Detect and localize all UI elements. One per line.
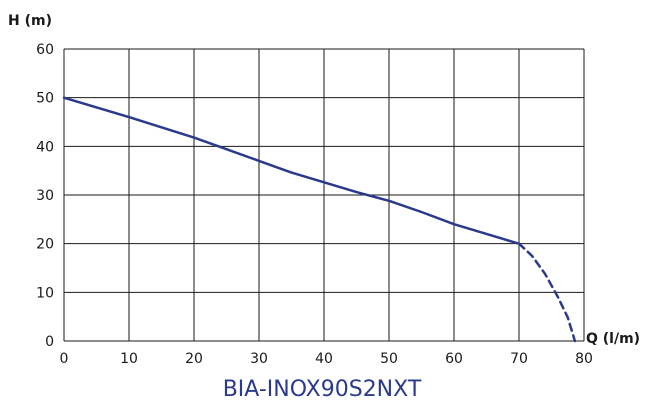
y-axis-title: H (m) bbox=[8, 13, 52, 29]
y-tick-label: 20 bbox=[36, 237, 54, 253]
y-tick-label: 50 bbox=[36, 91, 54, 107]
x-tick-label: 10 bbox=[120, 351, 138, 367]
pump-curve bbox=[62, 96, 521, 245]
x-tick-label: 50 bbox=[380, 351, 398, 367]
x-tick-label: 0 bbox=[60, 351, 69, 367]
x-tick-label: 70 bbox=[510, 351, 528, 367]
x-tick-label: 40 bbox=[315, 351, 333, 367]
chart-title: BIA-INOX90S2NXT bbox=[223, 377, 422, 401]
x-axis-title: Q (l/m) bbox=[586, 331, 640, 347]
plot-series bbox=[62, 96, 577, 343]
pump-curve-dashed bbox=[517, 242, 577, 343]
y-tick-label: 10 bbox=[36, 285, 54, 301]
y-tick-label: 60 bbox=[36, 42, 54, 58]
grid bbox=[63, 48, 585, 342]
x-tick-label: 60 bbox=[445, 351, 463, 367]
y-tick-label: 30 bbox=[36, 188, 54, 204]
x-tick-label: 30 bbox=[250, 351, 268, 367]
tick-labels: 0 10 20 30 40 50 60 70 80 0 10 20 30 40 50 60 bbox=[36, 42, 593, 367]
y-tick-label: 40 bbox=[36, 139, 54, 155]
y-tick-label: 0 bbox=[45, 334, 54, 350]
x-tick-label: 80 bbox=[575, 351, 593, 367]
x-tick-label: 20 bbox=[185, 351, 203, 367]
